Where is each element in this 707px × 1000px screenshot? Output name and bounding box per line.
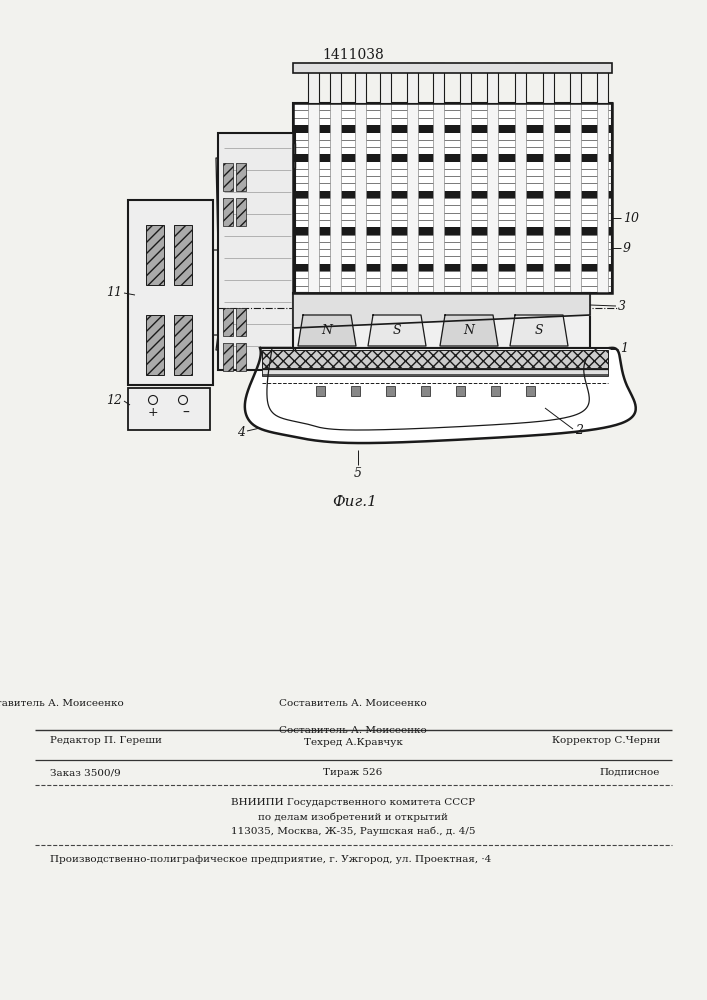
Bar bbox=[570, 103, 581, 293]
Bar bbox=[293, 293, 590, 348]
Text: N: N bbox=[322, 324, 332, 337]
Bar bbox=[543, 63, 554, 103]
Text: Производственно-полиграфическое предприятие, г. Ужгород, ул. Проектная, ·4: Производственно-полиграфическое предприя… bbox=[50, 855, 491, 864]
Bar bbox=[262, 368, 608, 376]
Bar bbox=[433, 63, 444, 103]
Text: +: + bbox=[148, 406, 158, 420]
Text: 12: 12 bbox=[106, 393, 122, 406]
Text: 5: 5 bbox=[354, 467, 362, 480]
Text: Редактор П. Гереши: Редактор П. Гереши bbox=[50, 736, 162, 745]
Bar bbox=[316, 386, 325, 396]
Bar bbox=[407, 103, 418, 293]
Text: S: S bbox=[392, 324, 402, 337]
Text: Тираж 526: Тираж 526 bbox=[323, 768, 382, 777]
Text: ВНИИПИ Государственного комитета СССР: ВНИИПИ Государственного комитета СССР bbox=[231, 798, 475, 807]
Bar bbox=[262, 350, 608, 368]
Text: 3: 3 bbox=[618, 300, 626, 312]
Bar bbox=[293, 227, 612, 235]
Bar bbox=[128, 200, 213, 385]
Bar bbox=[293, 191, 612, 198]
Bar bbox=[223, 308, 233, 336]
Bar bbox=[293, 103, 612, 293]
Bar bbox=[236, 198, 246, 226]
Bar bbox=[128, 388, 210, 430]
Polygon shape bbox=[293, 293, 590, 328]
Polygon shape bbox=[368, 315, 426, 346]
Text: 2: 2 bbox=[575, 424, 583, 436]
Bar bbox=[543, 103, 554, 293]
Bar bbox=[223, 198, 233, 226]
Bar bbox=[351, 386, 360, 396]
Bar bbox=[355, 63, 366, 103]
Bar bbox=[174, 315, 192, 375]
Bar bbox=[293, 154, 612, 162]
Bar bbox=[456, 386, 465, 396]
Polygon shape bbox=[245, 348, 636, 443]
Text: Составитель А. Моисеенко: Составитель А. Моисеенко bbox=[279, 726, 427, 735]
Bar bbox=[597, 63, 608, 103]
Text: Заказ 3500/9: Заказ 3500/9 bbox=[50, 768, 121, 777]
Text: Техред А.Кравчук: Техред А.Кравчук bbox=[303, 738, 402, 747]
Text: Составитель А. Моисеенко: Составитель А. Моисеенко bbox=[279, 699, 427, 708]
Text: 1411038: 1411038 bbox=[322, 48, 384, 62]
Text: Фиг.1: Фиг.1 bbox=[332, 495, 378, 509]
Text: 113035, Москва, Ж-35, Раушская наб., д. 4/5: 113035, Москва, Ж-35, Раушская наб., д. … bbox=[230, 826, 475, 836]
Text: 11: 11 bbox=[106, 286, 122, 298]
Bar bbox=[421, 386, 430, 396]
Bar bbox=[460, 63, 471, 103]
Bar bbox=[236, 163, 246, 191]
Bar bbox=[236, 343, 246, 371]
Bar bbox=[308, 103, 319, 293]
Bar bbox=[293, 103, 612, 293]
Bar bbox=[355, 103, 366, 293]
Bar bbox=[223, 163, 233, 191]
Bar bbox=[146, 315, 164, 375]
Bar bbox=[293, 264, 612, 271]
Bar bbox=[380, 63, 391, 103]
Bar bbox=[218, 133, 295, 370]
Bar bbox=[308, 63, 319, 103]
Text: Корректор С.Черни: Корректор С.Черни bbox=[551, 736, 660, 745]
Bar bbox=[223, 343, 233, 371]
Polygon shape bbox=[510, 315, 568, 346]
Bar bbox=[515, 63, 526, 103]
Bar bbox=[491, 386, 500, 396]
Bar bbox=[293, 125, 612, 133]
Polygon shape bbox=[298, 315, 356, 346]
Text: 4: 4 bbox=[237, 426, 245, 438]
Bar bbox=[433, 103, 444, 293]
Bar bbox=[460, 103, 471, 293]
Bar bbox=[146, 225, 164, 285]
Text: –: – bbox=[182, 406, 189, 420]
Bar bbox=[570, 63, 581, 103]
Bar bbox=[330, 63, 341, 103]
Bar bbox=[386, 386, 395, 396]
Text: 9: 9 bbox=[623, 241, 631, 254]
Text: 1: 1 bbox=[620, 342, 628, 356]
Bar bbox=[487, 103, 498, 293]
Text: по делам изобретений и открытий: по делам изобретений и открытий bbox=[258, 812, 448, 822]
Bar bbox=[487, 63, 498, 103]
Bar bbox=[526, 386, 535, 396]
Bar bbox=[597, 103, 608, 293]
Bar bbox=[515, 103, 526, 293]
Text: N: N bbox=[464, 324, 474, 337]
Text: Подписное: Подписное bbox=[600, 768, 660, 777]
Bar bbox=[174, 225, 192, 285]
Bar bbox=[407, 63, 418, 103]
Bar bbox=[293, 63, 612, 73]
Bar bbox=[293, 143, 295, 168]
Bar bbox=[380, 103, 391, 293]
Text: Составитель А. Моисеенко: Составитель А. Моисеенко bbox=[0, 699, 124, 708]
Bar bbox=[236, 308, 246, 336]
Bar bbox=[330, 103, 341, 293]
Polygon shape bbox=[440, 315, 498, 346]
Text: S: S bbox=[534, 324, 543, 337]
Bar bbox=[293, 335, 295, 360]
Text: 10: 10 bbox=[623, 212, 639, 225]
